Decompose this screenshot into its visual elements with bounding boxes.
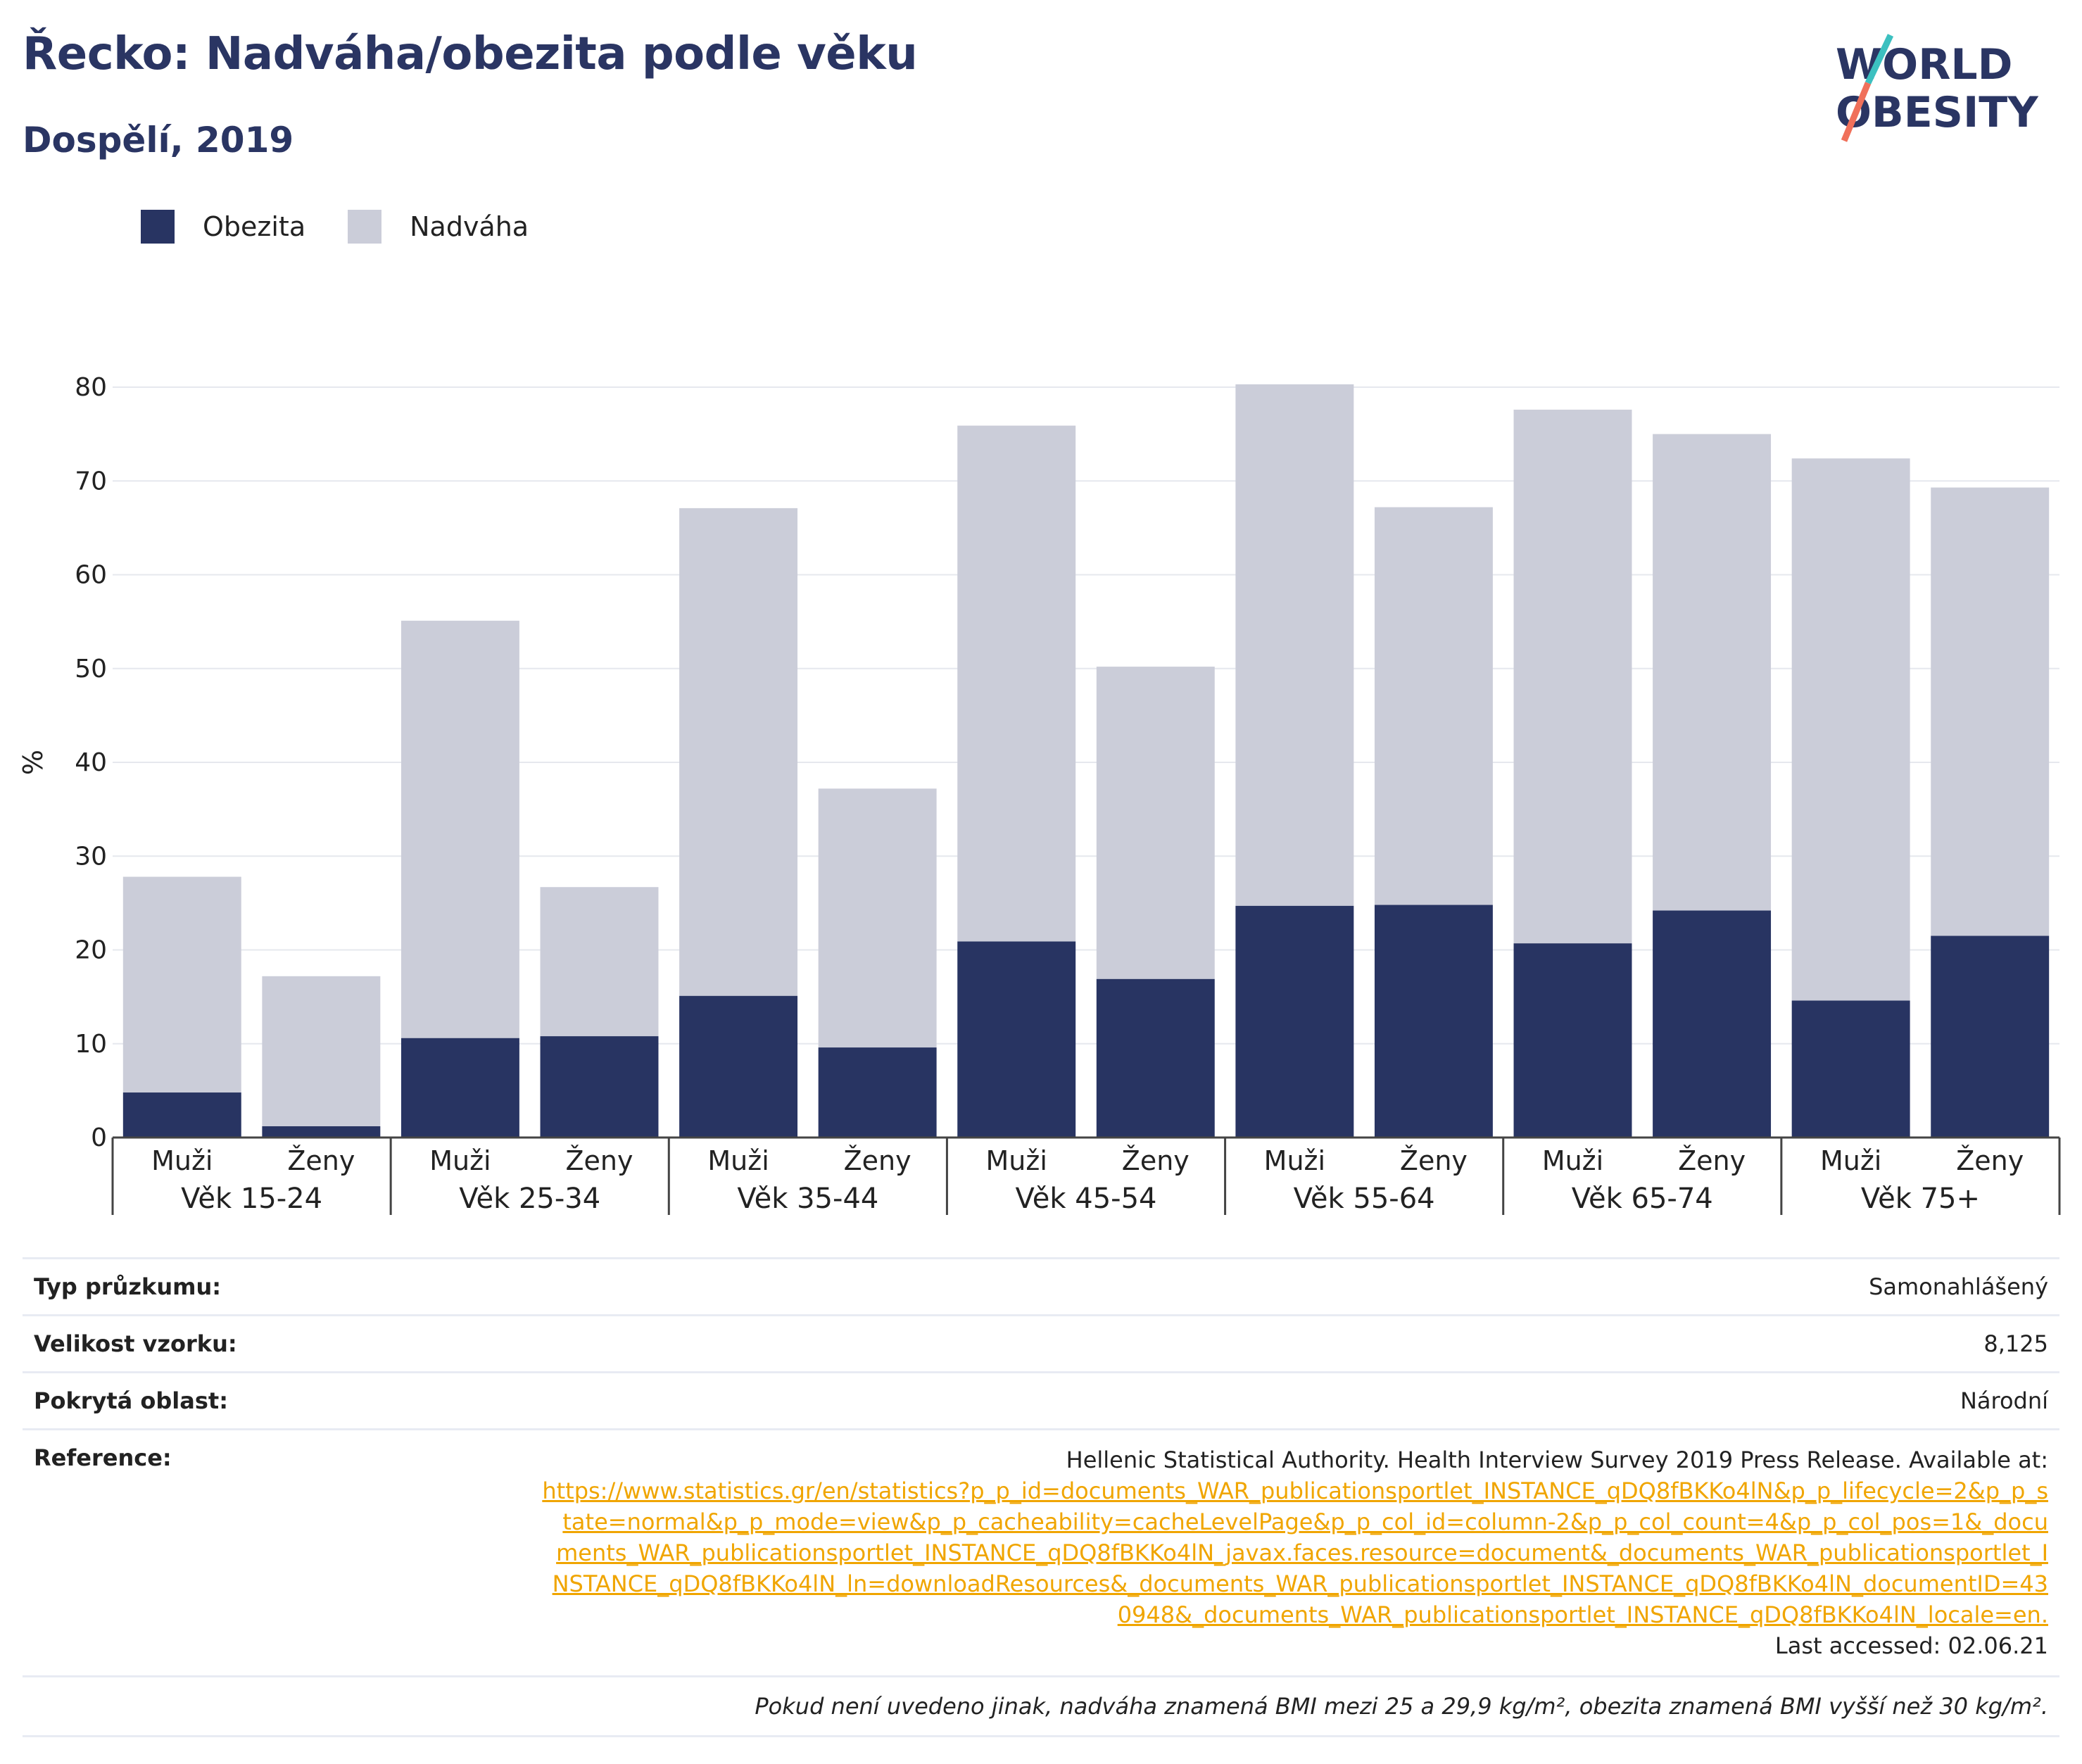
bar-overweight: [1235, 384, 1354, 906]
svg-text:OBESITY: OBESITY: [1836, 88, 2039, 137]
bar-overweight: [957, 425, 1076, 942]
chart-subtitle: Dospělí, 2019: [23, 120, 294, 160]
x-tick-label: Muži: [1820, 1145, 1881, 1176]
reference-label: Reference:: [34, 1444, 172, 1471]
bar-overweight: [540, 887, 659, 1037]
bar-overweight: [1374, 507, 1493, 905]
svg-text:WORLD: WORLD: [1836, 40, 2012, 89]
x-tick-label: Ženy: [287, 1145, 355, 1176]
x-tick-label: Ženy: [844, 1145, 911, 1176]
group-label: Věk 75+: [1861, 1183, 1980, 1215]
bar-obesity: [957, 941, 1076, 1138]
survey-type-label: Typ průzkumu:: [34, 1273, 222, 1300]
reference-text: Hellenic Statistical Authority. Health I…: [1066, 1447, 2048, 1473]
x-tick-label: Ženy: [1400, 1145, 1468, 1176]
coverage-label: Pokrytá oblast:: [34, 1387, 228, 1414]
y-tick-label: 50: [75, 655, 107, 683]
sample-size-row: Velikost vzorku: 8,125: [23, 1314, 2059, 1371]
world-obesity-logo: WORLD OBESITY: [1836, 34, 2039, 142]
bar-obesity: [1374, 905, 1493, 1138]
bar-chart: 0 10 20 30 40 50 60 70 80% Muži Ženy Muži Ženy Muži Že…: [18, 373, 2061, 1215]
bar-overweight: [400, 620, 519, 1038]
bar-obesity: [540, 1036, 659, 1138]
sample-size-value: 8,125: [1983, 1330, 2048, 1357]
x-tick-label: Muži: [986, 1145, 1047, 1176]
legend-label-obesity: Obezita: [203, 211, 306, 242]
y-tick-label: 20: [75, 936, 107, 965]
y-axis-label: %: [18, 750, 49, 775]
bar-overweight: [1931, 487, 2050, 936]
x-tick-label: Muži: [707, 1145, 769, 1176]
group-label: Věk 45-54: [1016, 1183, 1157, 1215]
footnote: Pokud není uvedeno jinak, nadváha znamen…: [23, 1675, 2059, 1737]
coverage-row: Pokrytá oblast: Národní: [23, 1371, 2059, 1428]
bar-obesity: [400, 1038, 519, 1138]
y-tick-label: 10: [75, 1030, 107, 1059]
bar-obesity: [818, 1047, 937, 1138]
bar-overweight: [262, 976, 381, 1127]
bar-obesity: [1513, 943, 1632, 1138]
coverage-value: Národní: [1960, 1387, 2048, 1414]
sample-size-label: Velikost vzorku:: [34, 1330, 237, 1357]
reference-value: Hellenic Statistical Authority. Health I…: [542, 1444, 2048, 1661]
survey-type-value: Samonahlášený: [1869, 1273, 2048, 1300]
bar-obesity: [1235, 905, 1354, 1138]
reference-row: Reference: Hellenic Statistical Authorit…: [23, 1428, 2059, 1675]
x-tick-label: Ženy: [1956, 1145, 2024, 1176]
x-tick-label: Muži: [429, 1145, 491, 1176]
bar-overweight: [818, 788, 937, 1048]
y-tick-label: 80: [75, 373, 107, 402]
y-tick-label: 70: [75, 467, 107, 496]
bar-obesity: [1096, 978, 1215, 1138]
x-tick-label: Ženy: [1122, 1145, 1190, 1176]
bar-obesity: [122, 1092, 241, 1138]
x-tick-label: Muži: [1264, 1145, 1325, 1176]
bar-overweight: [1653, 434, 1772, 911]
legend-swatch-overweight: [348, 210, 382, 244]
group-label: Věk 55-64: [1294, 1183, 1435, 1215]
group-label: Věk 35-44: [737, 1183, 878, 1215]
bar-overweight: [1513, 409, 1632, 944]
x-tick-label: Muži: [1542, 1145, 1603, 1176]
bar-obesity: [262, 1126, 381, 1138]
group-label: Věk 65-74: [1572, 1183, 1713, 1215]
bar-overweight: [1096, 667, 1215, 979]
group-label: Věk 15-24: [181, 1183, 322, 1215]
legend-item-overweight: Nadváha: [348, 210, 529, 244]
bar-obesity: [1791, 1000, 1910, 1138]
legend-item-obesity: Obezita: [141, 210, 305, 244]
y-tick-label: 0: [91, 1123, 107, 1152]
reference-link[interactable]: https://www.statistics.gr/en/statistics?…: [542, 1478, 2048, 1628]
legend-label-overweight: Nadváha: [410, 211, 529, 242]
info-table: Typ průzkumu: Samonahlášený Velikost vzo…: [23, 1257, 2059, 1737]
x-tick-label: Ženy: [566, 1145, 633, 1176]
bar-overweight: [679, 508, 798, 996]
chart-title: Řecko: Nadváha/obezita podle věku: [23, 28, 918, 80]
bar-obesity: [1931, 935, 2050, 1138]
last-accessed: Last accessed: 02.06.21: [1774, 1632, 2048, 1659]
chart-legend: Obezita Nadváha: [141, 210, 571, 244]
legend-swatch-obesity: [141, 210, 175, 244]
group-label: Věk 25-34: [459, 1183, 600, 1215]
y-tick-label: 60: [75, 561, 107, 590]
bar-obesity: [1653, 910, 1772, 1138]
survey-type-row: Typ průzkumu: Samonahlášený: [23, 1257, 2059, 1314]
bar-overweight: [1791, 458, 1910, 1001]
x-tick-label: Ženy: [1678, 1145, 1746, 1176]
x-tick-label: Muži: [151, 1145, 213, 1176]
bar-overweight: [122, 876, 241, 1093]
bar-obesity: [679, 995, 798, 1138]
y-tick-label: 40: [75, 748, 107, 777]
y-tick-label: 30: [75, 842, 107, 871]
